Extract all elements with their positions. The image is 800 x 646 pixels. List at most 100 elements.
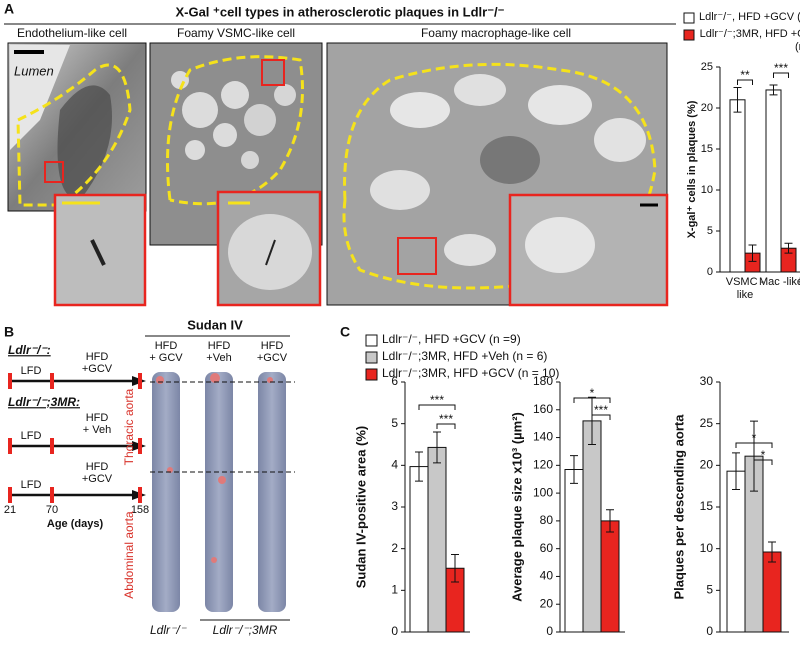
y-axis-label: Plaques per descending aorta bbox=[671, 414, 686, 600]
micrograph: Lumen bbox=[7, 42, 147, 307]
y-tick-label: 120 bbox=[533, 458, 553, 472]
y-tick-label: 0 bbox=[391, 624, 398, 638]
y-tick-label: 0 bbox=[706, 624, 713, 638]
legend-swatch bbox=[365, 334, 378, 347]
error-bar bbox=[750, 420, 758, 492]
y-tick-label: 140 bbox=[533, 430, 553, 444]
bar bbox=[600, 520, 620, 633]
genotype-label: Ldlr⁻/⁻: bbox=[8, 343, 51, 357]
micrograph bbox=[326, 42, 669, 307]
bar bbox=[582, 420, 602, 633]
significance-label: *** bbox=[430, 393, 444, 407]
bar bbox=[765, 89, 782, 273]
region-label: Abdominal aorta bbox=[122, 511, 136, 599]
bar bbox=[564, 469, 584, 633]
timepoint bbox=[8, 487, 12, 503]
error-bar bbox=[415, 451, 423, 482]
y-tick-label: 20 bbox=[701, 102, 713, 114]
image-label: Endothelium-like cell bbox=[17, 26, 127, 40]
timepoint bbox=[138, 373, 142, 389]
genotype-label: Ldlr⁻/⁻;3MR bbox=[213, 623, 278, 637]
phase-label: LFD bbox=[21, 430, 42, 442]
treatment-label: +GCV bbox=[82, 473, 113, 485]
bar bbox=[762, 551, 782, 633]
significance-bracket bbox=[418, 404, 456, 410]
genotype-label: Ldlr⁻/⁻ bbox=[150, 623, 188, 637]
micrograph bbox=[149, 42, 323, 307]
panel-label: B bbox=[4, 324, 14, 340]
treatment-label: + Veh bbox=[83, 424, 111, 436]
y-axis-label: Sudan IV-positive area (%) bbox=[353, 426, 368, 589]
error-bar bbox=[732, 452, 740, 490]
significance-label: * bbox=[761, 448, 766, 462]
column-label: HFD bbox=[261, 340, 284, 352]
error-bar bbox=[784, 242, 793, 254]
timepoint bbox=[8, 438, 12, 454]
y-tick-label: 15 bbox=[701, 143, 713, 155]
genotype-label: Ldlr⁻/⁻;3MR: bbox=[8, 395, 80, 409]
significance-bracket bbox=[773, 72, 789, 78]
column-label: HFD bbox=[208, 340, 231, 352]
error-bar bbox=[588, 396, 596, 445]
significance-bracket bbox=[591, 414, 611, 420]
significance-label: *** bbox=[774, 61, 788, 75]
y-tick-label: 20 bbox=[540, 596, 554, 610]
y-tick-label: 5 bbox=[706, 583, 713, 597]
image-label: Foamy macrophage-like cell bbox=[421, 26, 571, 40]
y-tick-label: 25 bbox=[701, 61, 713, 73]
significance-bracket bbox=[737, 79, 753, 85]
significance-bracket bbox=[573, 397, 611, 403]
error-bar bbox=[433, 431, 441, 464]
panel-label: A bbox=[4, 1, 14, 17]
lumen-label: Lumen bbox=[14, 63, 54, 78]
x-tick-label: VSMC -like bbox=[725, 276, 765, 301]
legend-swatch bbox=[683, 12, 695, 24]
error-bar bbox=[769, 84, 778, 96]
age-label: 70 bbox=[46, 504, 58, 516]
error-bar bbox=[451, 554, 459, 583]
panel-title: X-Gal ⁺cell types in atherosclerotic pla… bbox=[175, 4, 504, 19]
x-tick-label: Mac -like bbox=[759, 276, 800, 288]
y-axis-label: X-gal⁺ cells in plaques (%) bbox=[686, 100, 698, 238]
y-tick-label: 0 bbox=[707, 266, 713, 278]
significance-bracket bbox=[436, 423, 456, 429]
y-tick-label: 20 bbox=[700, 458, 714, 472]
y-tick-label: 15 bbox=[700, 499, 714, 513]
y-tick-label: 0 bbox=[546, 624, 553, 638]
significance-label: * bbox=[590, 386, 595, 400]
bar bbox=[427, 446, 447, 633]
legend-label: Ldlr⁻/⁻, HFD +GCV (n=3) bbox=[699, 11, 800, 23]
y-tick-label: 30 bbox=[700, 374, 714, 388]
y-tick-label: 3 bbox=[391, 499, 398, 513]
significance-bracket bbox=[735, 442, 773, 448]
treatment-label: +GCV bbox=[82, 363, 113, 375]
column-label: +GCV bbox=[257, 352, 288, 364]
timepoint bbox=[50, 487, 54, 503]
significance-bracket bbox=[753, 459, 773, 465]
legend-label: Ldlr⁻/⁻;3MR, HFD +GCV (n = 10) bbox=[382, 366, 560, 380]
bar bbox=[729, 99, 746, 273]
timepoint bbox=[138, 438, 142, 454]
panel-label: C bbox=[340, 324, 350, 340]
phase-label: LFD bbox=[21, 365, 42, 377]
y-tick-label: 100 bbox=[533, 485, 553, 499]
column-label: + GCV bbox=[149, 352, 183, 364]
aorta-photo bbox=[150, 372, 295, 612]
column-label: +Veh bbox=[206, 352, 231, 364]
error-bar bbox=[748, 244, 757, 262]
bar bbox=[409, 466, 429, 633]
bar bbox=[726, 470, 746, 633]
y-tick-label: 6 bbox=[391, 374, 398, 388]
y-axis-label: Average plaque size x10³ (µm²) bbox=[509, 412, 524, 602]
age-label: 21 bbox=[4, 504, 16, 516]
legend-label: Ldlr⁻/⁻;3MR, HFD +GCV (n=4) bbox=[699, 28, 800, 53]
y-tick-label: 180 bbox=[533, 374, 553, 388]
y-tick-label: 160 bbox=[533, 402, 553, 416]
region-label: Thoracic aorta bbox=[122, 388, 136, 465]
legend-swatch bbox=[683, 29, 695, 41]
column-label: HFD bbox=[155, 340, 178, 352]
significance-label: ** bbox=[740, 68, 750, 82]
y-tick-label: 5 bbox=[391, 416, 398, 430]
y-tick-label: 60 bbox=[540, 541, 554, 555]
